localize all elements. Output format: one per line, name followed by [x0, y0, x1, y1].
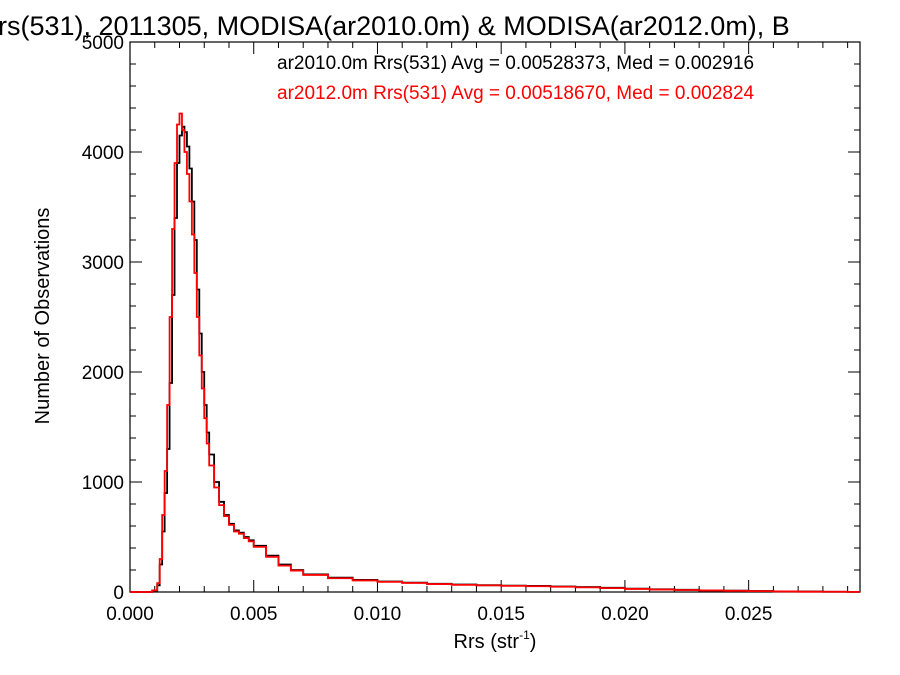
y-tick-label: 1000 [82, 473, 124, 494]
legend-entry-ar2010: ar2010.0m Rrs(531) Avg = 0.00528373, Med… [277, 53, 754, 74]
y-tick-label: 4000 [82, 143, 124, 164]
x-tick-label: 0.020 [601, 604, 649, 625]
x-tick-label: 0.000 [106, 604, 154, 625]
series-line-ar2010.0m [130, 125, 860, 593]
series-group [130, 112, 860, 593]
x-axis-label-main: Rrs (str [454, 631, 520, 653]
legend-entry-ar2012: ar2012.0m Rrs(531) Avg = 0.00518670, Med… [277, 83, 755, 104]
plot-border [129, 41, 861, 593]
plot-frame [129, 41, 861, 593]
x-tick-label: 0.010 [354, 604, 402, 625]
x-axis-label-sup: -1 [519, 628, 530, 642]
x-tick-label: 0.025 [725, 604, 773, 625]
y-tick-label: 5000 [82, 33, 124, 54]
series-line-ar2012.0m [130, 112, 860, 593]
y-tick-label: 0 [113, 583, 124, 604]
x-tick-label: 0.015 [477, 604, 525, 625]
y-tick-label: 2000 [82, 363, 124, 384]
chart-title: rs(531), 2011305, MODISA(ar2010.0m) & MO… [0, 11, 790, 41]
x-tick-label: 0.005 [230, 604, 278, 625]
y-axis: 0 1000 2000 3000 4000 5000 [82, 33, 860, 604]
x-axis-label: Rrs (str-1) [454, 628, 537, 653]
y-axis-label: Number of Observations [32, 208, 54, 425]
y-tick-label: 3000 [82, 253, 124, 274]
x-axis: 0.000 0.005 0.010 0.015 0.020 0.025 [106, 42, 849, 625]
x-axis-label-close: ) [530, 631, 537, 653]
